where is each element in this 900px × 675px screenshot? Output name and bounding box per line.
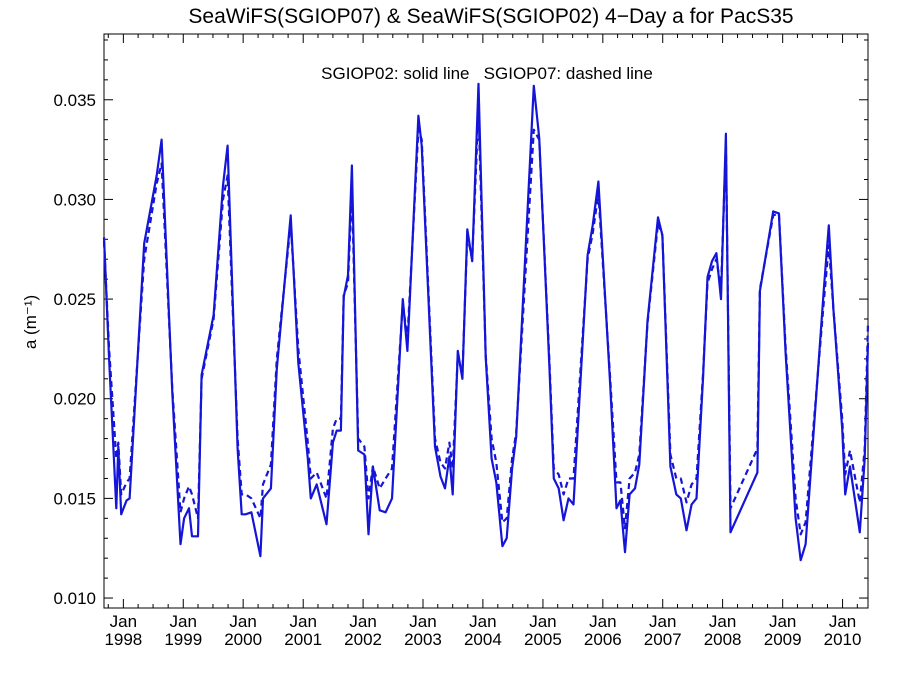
x-tick-month: Jan	[829, 612, 856, 631]
x-tick-month: Jan	[349, 612, 376, 631]
x-tick-year: 1999	[164, 630, 202, 649]
x-tick-year: 2007	[644, 630, 682, 649]
x-tick-month: Jan	[229, 612, 256, 631]
plot-frame	[103, 33, 869, 609]
x-tick-year: 2010	[824, 630, 862, 649]
x-tick-month: Jan	[529, 612, 556, 631]
y-axis-label: a (m⁻¹)	[21, 295, 40, 349]
x-tick-year: 2002	[344, 630, 382, 649]
x-tick-month: Jan	[409, 612, 436, 631]
x-tick-month: Jan	[110, 612, 137, 631]
x-tick-year: 2004	[464, 630, 502, 649]
series-line-sgiop07	[102, 108, 870, 536]
x-tick-year: 2001	[284, 630, 322, 649]
x-tick-month: Jan	[469, 612, 496, 631]
x-tick-year: 1998	[104, 630, 142, 649]
x-tick-year: 2003	[404, 630, 442, 649]
x-tick-month: Jan	[289, 612, 316, 631]
y-tick-label: 0.015	[53, 489, 96, 508]
series-line-sgiop02	[102, 82, 870, 562]
x-tick-month: Jan	[709, 612, 736, 631]
y-tick-label: 0.035	[53, 91, 96, 110]
y-tick-label: 0.025	[53, 290, 96, 309]
legend-annotation: SGIOP02: solid line SGIOP07: dashed line	[321, 64, 653, 83]
x-tick-year: 2009	[764, 630, 802, 649]
x-axis-ticks: Jan1998Jan1999Jan2000Jan2001Jan2002Jan20…	[104, 34, 861, 649]
x-tick-year: 2006	[584, 630, 622, 649]
x-tick-month: Jan	[170, 612, 197, 631]
x-tick-month: Jan	[769, 612, 796, 631]
y-tick-label: 0.020	[53, 390, 96, 409]
y-tick-label: 0.030	[53, 190, 96, 209]
y-axis-ticks: 0.010 0.015 0.020 0.025 0.030 0.035	[53, 39, 868, 608]
y-tick-label: 0.010	[53, 589, 96, 608]
x-tick-year: 2008	[704, 630, 742, 649]
x-tick-month: Jan	[649, 612, 676, 631]
chart-title: SeaWiFS(SGIOP07) & SeaWiFS(SGIOP02) 4−Da…	[188, 5, 793, 28]
x-tick-month: Jan	[589, 612, 616, 631]
series-group	[102, 82, 870, 562]
x-tick-year: 2000	[224, 630, 262, 649]
x-tick-year: 2005	[524, 630, 562, 649]
